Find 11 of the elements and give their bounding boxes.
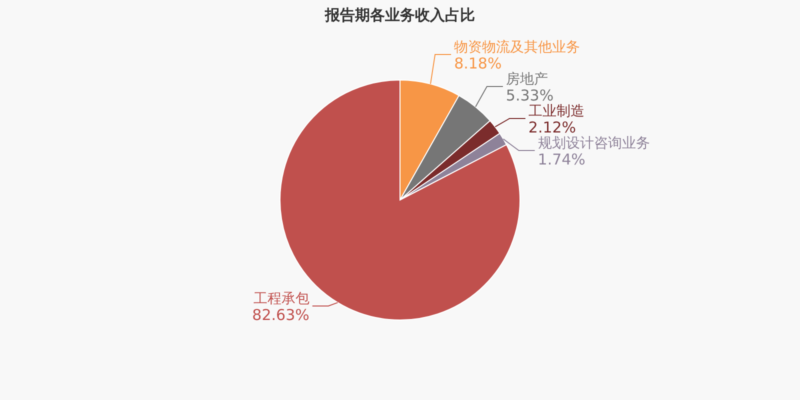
data-label: 1.74%	[538, 150, 586, 169]
data-label: 82.63%	[252, 306, 310, 324]
slice-label: 规划设计咨询业务	[538, 136, 650, 152]
data-label: 8.18%	[454, 54, 502, 73]
data-label: 5.33%	[506, 86, 554, 105]
slice-label: 房地产	[506, 72, 548, 88]
data-label: 2.12%	[528, 118, 576, 137]
slice-label: 工程承包	[253, 290, 310, 307]
slice-label: 工业制造	[528, 104, 584, 120]
chart-title: 报告期各业务收入占比	[324, 6, 475, 24]
slice-label: 物资物流及其他业务	[454, 40, 580, 56]
